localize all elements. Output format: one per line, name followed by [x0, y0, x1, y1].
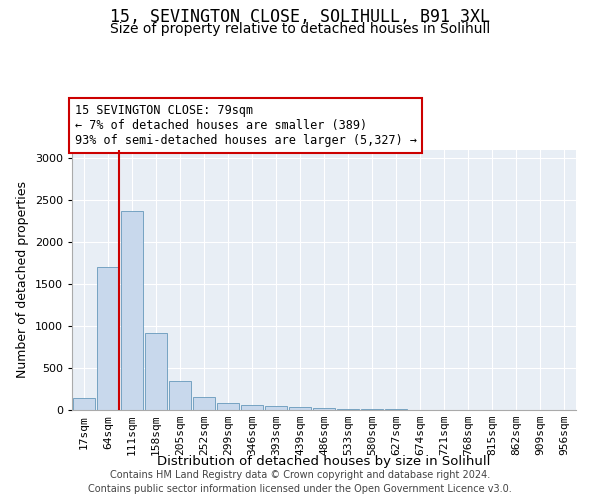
Bar	[193, 396, 215, 410]
Y-axis label: Number of detached properties: Number of detached properties	[16, 182, 29, 378]
Bar	[313, 408, 335, 410]
Bar	[97, 268, 119, 410]
Text: 15 SEVINGTON CLOSE: 79sqm
← 7% of detached houses are smaller (389)
93% of semi-: 15 SEVINGTON CLOSE: 79sqm ← 7% of detach…	[74, 104, 416, 148]
Bar	[337, 408, 359, 410]
Text: Size of property relative to detached houses in Solihull: Size of property relative to detached ho…	[110, 22, 490, 36]
Text: Contains HM Land Registry data © Crown copyright and database right 2024.
Contai: Contains HM Land Registry data © Crown c…	[88, 470, 512, 494]
Bar	[241, 404, 263, 410]
Bar	[73, 398, 95, 410]
Bar	[361, 409, 383, 410]
Bar	[169, 382, 191, 410]
Text: 15, SEVINGTON CLOSE, SOLIHULL, B91 3XL: 15, SEVINGTON CLOSE, SOLIHULL, B91 3XL	[110, 8, 490, 26]
Text: Distribution of detached houses by size in Solihull: Distribution of detached houses by size …	[157, 455, 491, 468]
Bar	[217, 403, 239, 410]
Bar	[145, 333, 167, 410]
Bar	[289, 408, 311, 410]
Bar	[121, 211, 143, 410]
Bar	[265, 406, 287, 410]
